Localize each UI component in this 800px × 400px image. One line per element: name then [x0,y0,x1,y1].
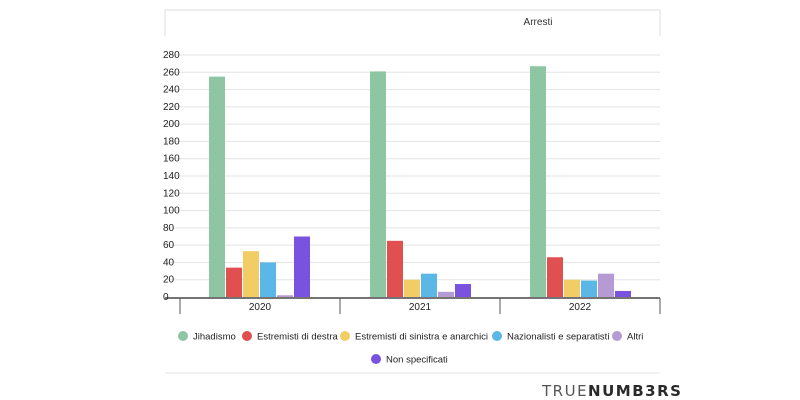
chart-title: Arresti [524,17,553,28]
y-tick-label: 260 [163,67,180,78]
y-tick-label: 240 [163,85,180,96]
legend-label-0: Jihadismo [193,332,236,343]
y-tick-label: 80 [163,223,175,234]
y-tick-label: 60 [163,240,175,251]
legend-marker-4 [612,331,622,341]
brand-logo: TRUENUMB3RS [542,382,682,400]
y-tick-label: 160 [163,154,180,165]
y-tick-label: 120 [163,188,180,199]
bar-2021-5 [455,284,471,297]
legend-marker-5 [371,354,381,364]
legend-label-5: Non specificati [386,355,448,366]
bar-2022-3 [581,280,597,297]
y-tick-label: 200 [163,119,180,130]
bar-2021-4 [438,291,454,297]
bar-2020-2 [243,251,259,297]
y-tick-label: 100 [163,206,180,217]
bar-2020-1 [226,267,242,297]
bar-2021-0 [370,71,386,298]
bar-2022-0 [530,66,546,297]
y-tick-label: 140 [163,171,180,182]
x-tick-label: 2020 [249,302,272,313]
legend-label-2: Estremisti di sinistra e anarchici [355,332,488,343]
legend-marker-2 [340,331,350,341]
x-tick-label: 2021 [409,302,432,313]
y-tick-label: 20 [163,275,175,286]
bar-2021-1 [387,240,403,297]
bar-2022-4 [598,273,614,297]
legend-marker-3 [492,331,502,341]
legend-marker-1 [242,331,252,341]
bar-2021-3 [421,273,437,297]
legend-label-1: Estremisti di destra [257,332,338,343]
brand-part-2: NUMB3RS [588,382,683,400]
x-tick-label: 2022 [569,302,592,313]
legend-label-3: Nazionalisti e separatisti [507,332,609,343]
y-tick-label: 180 [163,136,180,147]
bar-2020-3 [260,262,276,297]
legend-marker-0 [178,331,188,341]
y-tick-label: 40 [163,257,175,268]
legend-label-4: Altri [627,332,643,343]
bar-2021-2 [404,279,420,297]
brand-part-1: TRUE [542,382,589,400]
y-tick-label: 280 [163,50,180,61]
bar-2022-1 [547,257,563,297]
y-tick-label: 220 [163,102,180,113]
bar-2020-5 [294,236,310,297]
bar-2022-2 [564,279,580,297]
bar-2022-5 [615,290,631,297]
bar-2020-4 [277,295,293,297]
bar-2020-0 [209,76,225,297]
